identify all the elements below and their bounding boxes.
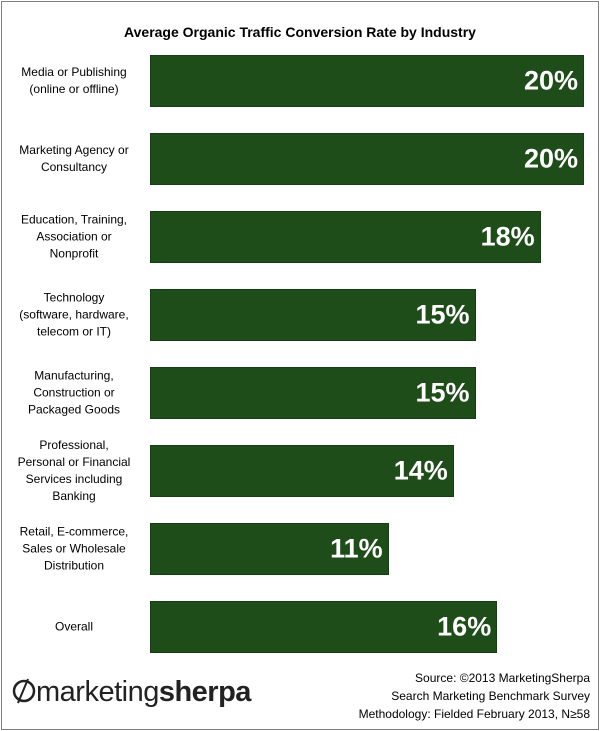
bar xyxy=(150,523,389,575)
bar xyxy=(150,289,476,341)
bar xyxy=(150,133,584,185)
y-tick-label: Manufacturing, Construction or Packaged … xyxy=(27,368,121,417)
logo-icon xyxy=(12,678,36,704)
chart-title: Average Organic Traffic Conversion Rate … xyxy=(124,24,476,40)
value-label: 16% xyxy=(437,611,492,642)
value-label: 15% xyxy=(415,299,470,330)
y-tick-label: Technology (software, hardware, telecom … xyxy=(19,290,129,339)
y-tick-label: Media or Publishing (online or offline) xyxy=(21,65,127,96)
y-tick-label: Overall xyxy=(54,619,93,634)
value-label: 14% xyxy=(393,455,448,486)
logo: marketingsherpa xyxy=(12,676,251,709)
logo-text: marketing xyxy=(36,676,159,708)
bar xyxy=(150,445,454,497)
value-label: 20% xyxy=(523,143,578,174)
logo-text-bold: sherpa xyxy=(158,676,252,708)
value-label: 20% xyxy=(523,65,578,96)
y-tick-label: Education, Training, Association or Nonp… xyxy=(20,212,128,261)
y-tick-label: Professional, Personal or Financial Serv… xyxy=(17,438,131,503)
value-label: 15% xyxy=(415,377,470,408)
bar xyxy=(150,367,476,419)
bar xyxy=(150,211,541,263)
source-note: Source: ©2013 MarketingSherpa xyxy=(415,671,590,685)
bar xyxy=(150,55,584,107)
value-label: 11% xyxy=(330,533,383,564)
value-label: 18% xyxy=(480,221,535,252)
source-note: Methodology: Fielded February 2013, N≥58 xyxy=(358,707,590,721)
y-tick-label: Marketing Agency or Consultancy xyxy=(19,143,129,174)
y-tick-label: Retail, E-commerce, Sales or Wholesale D… xyxy=(19,524,129,573)
source-note: Search Marketing Benchmark Survey xyxy=(391,689,590,703)
bar xyxy=(150,601,498,653)
